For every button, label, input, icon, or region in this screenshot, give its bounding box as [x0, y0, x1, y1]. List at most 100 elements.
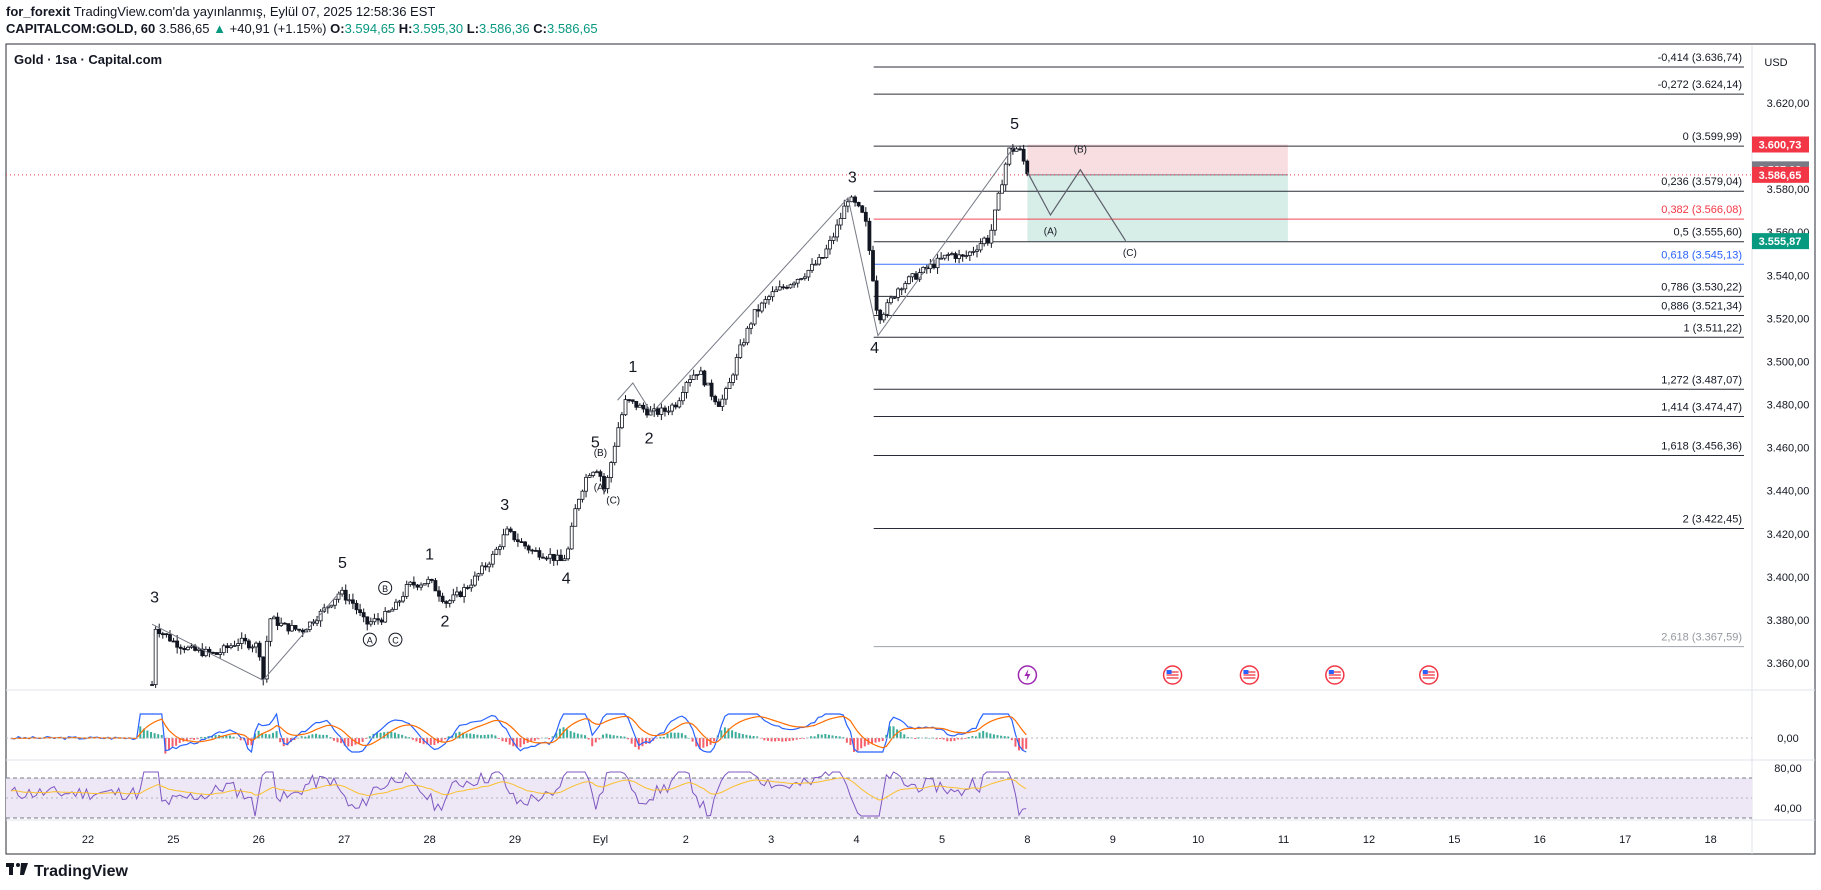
macd-histogram-bar	[462, 732, 465, 739]
candle	[985, 237, 990, 244]
candle	[465, 587, 470, 589]
macd-histogram-bar	[824, 733, 827, 739]
macd-histogram-bar	[361, 738, 364, 742]
macd-histogram-bar	[684, 735, 687, 739]
candle	[1021, 148, 1026, 162]
fib-level-label: 0,786 (3.530,22)	[1661, 281, 1742, 293]
candle	[892, 296, 897, 299]
candle	[254, 642, 258, 648]
candle	[487, 563, 492, 568]
time-tick: 16	[1534, 834, 1546, 846]
macd-histogram-bar	[914, 738, 917, 739]
candle	[236, 643, 241, 646]
macd-histogram-bar	[523, 738, 526, 745]
macd-histogram-bar	[508, 738, 511, 745]
time-tick: 8	[1024, 834, 1030, 846]
flag-canton	[1422, 670, 1428, 674]
candle	[677, 400, 682, 408]
macd-histogram-bar	[935, 738, 938, 740]
currency-label[interactable]: USD	[1764, 57, 1787, 69]
macd-histogram-bar	[842, 737, 845, 739]
macd-histogram-bar	[515, 738, 518, 748]
wave-label: (A)	[1044, 226, 1057, 237]
candle	[451, 594, 456, 602]
macd-histogram-bar	[827, 734, 830, 739]
macd-histogram-bar	[573, 732, 576, 739]
macd-histogram-bar	[587, 738, 590, 740]
candle	[530, 549, 535, 552]
candle	[218, 652, 223, 655]
wave-label: 3	[500, 497, 509, 514]
macd-histogram-bar	[680, 733, 683, 739]
candle	[645, 408, 649, 416]
macd-histogram-bar	[759, 738, 762, 739]
wave-label: (B)	[594, 448, 607, 459]
tradingview-logo[interactable]: TradingView	[6, 862, 128, 881]
candle	[928, 263, 933, 270]
candle	[483, 565, 488, 568]
macd-histogram-bar	[566, 729, 569, 739]
macd-histogram-bar	[214, 735, 217, 739]
price-change: +40,91 (+1.15%)	[229, 21, 327, 36]
candle	[264, 640, 269, 680]
candle	[799, 278, 804, 280]
macd-histogram-bar	[476, 734, 479, 739]
candle	[196, 648, 201, 651]
macd-histogram-bar	[784, 738, 787, 742]
macd-histogram-bar	[160, 734, 163, 739]
candle	[910, 273, 915, 278]
candle	[153, 628, 158, 686]
macd-histogram-bar	[734, 731, 737, 739]
candle	[874, 280, 879, 311]
candle	[221, 645, 226, 654]
macd-histogram-bar	[404, 736, 407, 739]
candle	[716, 401, 721, 407]
candle	[275, 616, 280, 626]
price-label-text: 3.586,65	[1759, 170, 1802, 182]
up-arrow-icon: ▲	[213, 21, 226, 36]
price-tick: 3.540,00	[1767, 270, 1810, 282]
macd-histogram-bar	[300, 736, 303, 739]
macd-histogram-bar	[892, 726, 895, 739]
candle	[333, 598, 337, 606]
candle	[763, 299, 768, 304]
candle	[189, 645, 194, 648]
macd-histogram-bar	[616, 735, 619, 739]
candle	[422, 583, 427, 586]
macd-histogram-bar	[483, 734, 486, 739]
macd-histogram-bar	[239, 738, 242, 741]
candle	[272, 616, 276, 620]
macd-line	[11, 712, 1027, 754]
candle	[157, 628, 162, 635]
candle	[591, 471, 596, 476]
fib-level-label: 1,414 (3.474,47)	[1661, 401, 1742, 413]
candle	[214, 652, 219, 655]
time-tick: 29	[509, 834, 521, 846]
macd-histogram-bar	[705, 738, 708, 747]
macd-histogram-bar	[433, 738, 436, 745]
candle	[774, 289, 779, 293]
macd-histogram-bar	[569, 731, 572, 739]
candle	[835, 224, 840, 238]
candle	[759, 302, 764, 312]
macd-histogram-bar	[723, 727, 726, 739]
publisher-name: for_forexit	[6, 4, 71, 19]
macd-histogram-bar	[211, 736, 214, 739]
candle	[684, 382, 689, 393]
macd-histogram-bar	[856, 738, 859, 751]
candle	[914, 273, 918, 280]
candle	[849, 196, 854, 203]
close-label: C:	[533, 21, 547, 36]
candle	[354, 602, 359, 611]
candle	[268, 618, 273, 642]
macd-histogram-bar	[487, 734, 490, 739]
candle	[993, 209, 997, 231]
candle	[856, 201, 861, 207]
candle	[946, 254, 951, 256]
candle	[243, 637, 248, 642]
macd-histogram-bar	[802, 738, 805, 739]
macd-histogram-bar	[982, 730, 985, 739]
macd-histogram-bar	[246, 738, 249, 746]
macd-histogram-bar	[153, 733, 156, 739]
